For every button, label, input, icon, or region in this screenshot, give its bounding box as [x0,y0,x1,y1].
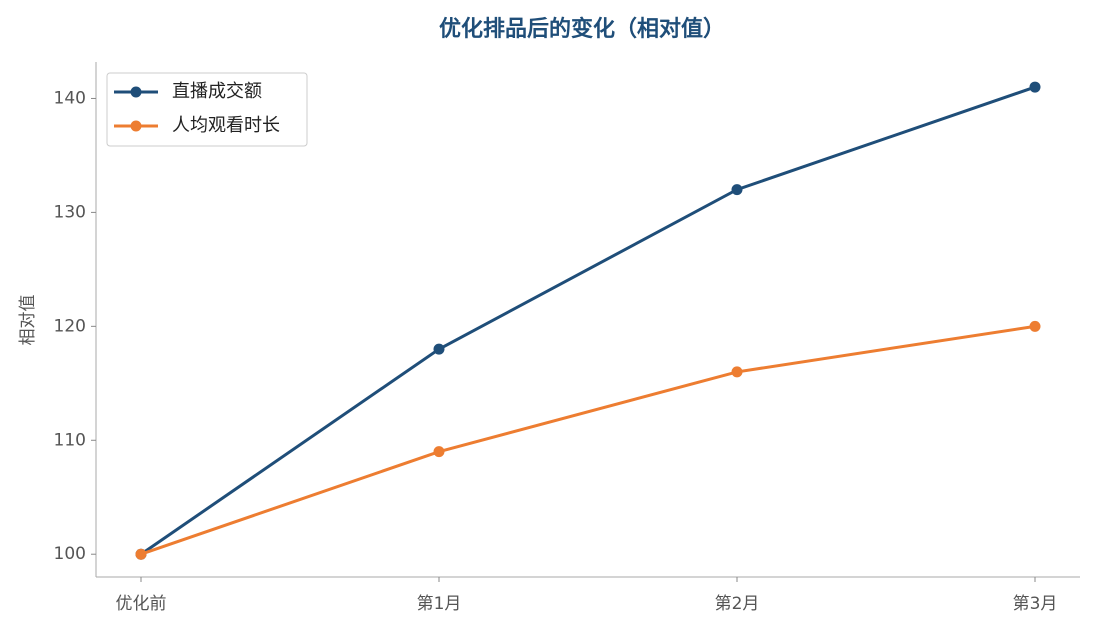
y-tick-label: 110 [54,430,86,450]
series-line [140,85,1036,556]
data-point [731,184,743,196]
y-tick-label: 140 [54,88,86,108]
data-point [731,366,743,378]
x-tick-label: 第1月 [417,594,462,614]
series-line [140,324,1036,556]
chart-title: 优化排品后的变化（相对值） [439,16,725,42]
y-tick-label: 100 [54,544,86,564]
data-point [135,548,147,560]
data-point [1029,81,1041,93]
y-tick-label: 120 [54,316,86,336]
legend-marker [130,120,142,132]
x-tick-label: 优化前 [116,594,167,614]
data-point [433,446,445,458]
x-tick-label: 第3月 [1013,594,1058,614]
data-point [1029,320,1041,332]
data-point [433,343,445,355]
legend-marker [130,86,142,98]
legend-label: 人均观看时长 [172,115,280,136]
y-tick-label: 130 [54,202,86,222]
legend-label: 直播成交额 [172,81,262,102]
y-axis-label: 相对值 [18,295,38,346]
x-tick-label: 第2月 [715,594,760,614]
